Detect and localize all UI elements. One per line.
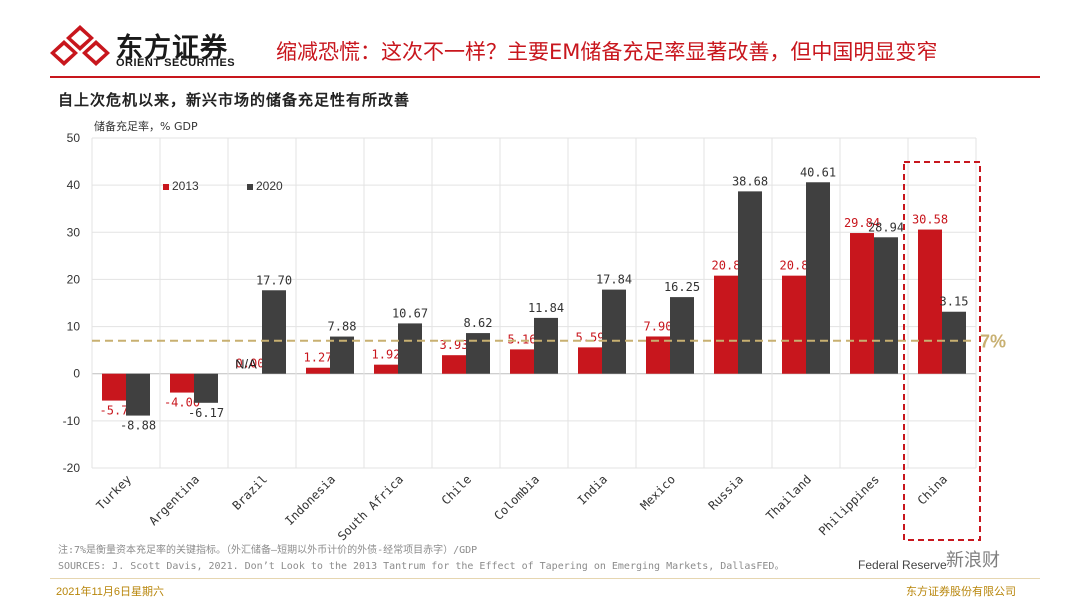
bar-2020-brazil [262, 290, 286, 374]
reference-line-label: 7% [980, 332, 1006, 352]
x-tick-label: Indonesia [282, 472, 338, 528]
bar-2020-turkey [126, 373, 150, 416]
data-label: 1.92 [372, 348, 401, 362]
data-label: 1.27 [304, 351, 333, 365]
data-label: 30.58 [912, 213, 948, 227]
legend-label-2013: 2013 [172, 179, 199, 193]
x-tick-label: Brazil [230, 472, 271, 513]
data-label: 8.62 [464, 316, 493, 330]
bar-2020-thailand [806, 182, 830, 374]
bar-2013-south-africa [374, 364, 398, 374]
bar-2013-russia [714, 275, 738, 374]
data-label: -4.00 [164, 396, 200, 410]
data-label: 0.00 [236, 357, 265, 371]
y-tick-label: 30 [67, 225, 81, 239]
watermark: 新浪财 [946, 550, 1000, 571]
bar-2013-thailand [782, 275, 806, 374]
data-label: -6.17 [188, 406, 224, 420]
bar-2013-argentina [170, 373, 194, 393]
bar-2013-chile [442, 355, 466, 374]
data-label: 5.16 [508, 332, 537, 346]
y-tick-label: 50 [67, 131, 81, 145]
bar-2013-indonesia [306, 367, 330, 374]
data-label: -8.88 [120, 419, 156, 433]
x-tick-label: Turkey [94, 472, 135, 513]
bar-2013-mexico [646, 336, 670, 374]
bar-2020-russia [738, 191, 762, 374]
source-tag: Federal Reserve [858, 558, 947, 572]
bar-2013-china [918, 229, 942, 374]
legend-swatch-2020 [247, 184, 253, 190]
x-tick-label: South Africa [335, 472, 406, 543]
x-tick-label: India [575, 472, 610, 507]
bar-2020-china [942, 311, 966, 374]
data-label: 10.67 [392, 306, 428, 320]
x-tick-label: Chile [439, 472, 474, 507]
bar-2020-chile [466, 333, 490, 374]
logo-mark-icon [50, 25, 110, 66]
bar-2013-colombia [510, 349, 534, 374]
chart-source: SOURCES: J. Scott Davis, 2021. Don’t Loo… [58, 561, 785, 572]
data-label: 28.94 [868, 220, 904, 234]
bar-2020-india [602, 289, 626, 374]
data-label: 3.15 [940, 295, 969, 309]
legend-swatch-2013 [163, 184, 169, 190]
footer-divider [50, 578, 1040, 579]
x-tick-label: Thailand [763, 472, 814, 523]
logo-text-cn: 东方证券 [116, 33, 228, 64]
data-label: 38.68 [732, 174, 768, 188]
data-label: -5.7 [100, 404, 129, 418]
data-label: 40.61 [800, 165, 836, 179]
bar-2013-turkey [102, 373, 126, 401]
data-label: 5.59 [576, 330, 605, 344]
x-tick-label: Colombia [491, 472, 542, 523]
footer-company: 东方证券股份有限公司 [906, 586, 1016, 598]
bar-2020-argentina [194, 373, 218, 403]
y-tick-label: 10 [67, 320, 81, 334]
bar-2020-colombia [534, 317, 558, 374]
bar-2020-philippines [874, 237, 898, 374]
data-label: 7.90 [644, 319, 673, 333]
data-label: 17.70 [256, 273, 292, 287]
data-label: 20.8 [780, 259, 809, 273]
legend-label-2020: 2020 [256, 179, 283, 193]
data-label: 20.8 [712, 259, 741, 273]
data-label: 29.84 [844, 216, 880, 230]
data-label: 7.88 [328, 320, 357, 334]
chart-title: 自上次危机以来，新兴市场的储备充足性有所改善 [58, 91, 411, 109]
x-tick-label: Russia [706, 472, 747, 513]
x-tick-label: China [915, 472, 950, 507]
highlight-box-china [903, 161, 981, 541]
y-tick-label: 0 [73, 367, 80, 381]
bar-2020-south-africa [398, 323, 422, 374]
bar-2020-mexico [670, 297, 694, 374]
company-logo: 东方证券 ORIENT SECURITIES [50, 22, 250, 72]
y-tick-label: -10 [63, 414, 81, 428]
bar-2020-indonesia [330, 336, 354, 374]
bar-2013-india [578, 347, 602, 374]
bar-2013-philippines [850, 233, 874, 374]
header-divider [50, 76, 1040, 78]
footer-date: 2021年11月6日星期六 [56, 586, 165, 598]
na-label: N/A [235, 357, 257, 372]
y-tick-label: 40 [67, 178, 81, 192]
logo-text-en: ORIENT SECURITIES [116, 57, 236, 69]
x-tick-label: Philippines [816, 472, 882, 538]
x-tick-label: Mexico [638, 472, 679, 513]
page-title: 缩减恐慌：这次不一样？主要EM储备充足率显著改善，但中国明显变窄 [276, 40, 938, 64]
y-tick-label: -20 [63, 461, 81, 475]
chart-note: 注:7%是衡量资本充足率的关键指标。（外汇储备—短期以外币计价的外债-经常项目赤… [58, 545, 478, 556]
data-label: 17.84 [596, 273, 632, 287]
data-label: 16.25 [664, 280, 700, 294]
x-tick-label: Argentina [146, 472, 202, 528]
y-tick-label: 20 [67, 272, 81, 286]
data-label: 11.84 [528, 301, 564, 315]
y-axis-label: 储备充足率，% GDP [94, 119, 198, 133]
